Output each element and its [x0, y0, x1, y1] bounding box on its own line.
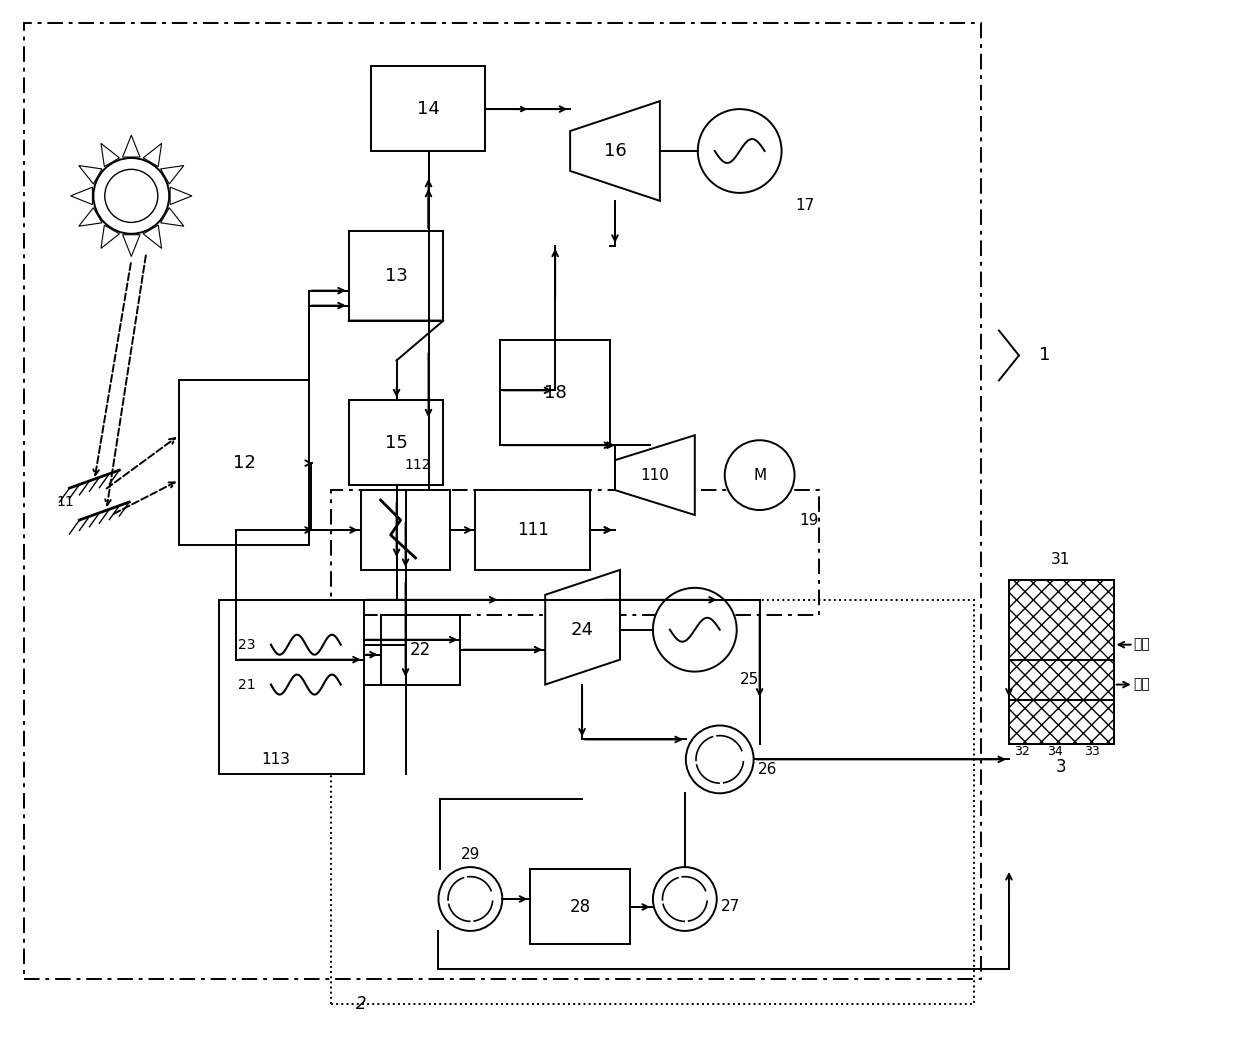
Text: 22: 22 — [410, 641, 431, 659]
Text: 17: 17 — [795, 199, 815, 213]
Text: 26: 26 — [757, 762, 777, 777]
Text: 25: 25 — [740, 672, 760, 687]
Polygon shape — [79, 166, 102, 184]
Bar — [331, 490, 819, 615]
Polygon shape — [170, 187, 192, 205]
Circle shape — [686, 725, 753, 794]
Text: 33: 33 — [1084, 745, 1099, 758]
Bar — [530, 869, 629, 944]
Bar — [361, 490, 451, 570]
Text: 113: 113 — [261, 751, 290, 767]
Text: 2: 2 — [356, 994, 367, 1013]
Text: 34: 34 — [1047, 745, 1063, 758]
Bar — [370, 66, 486, 151]
Polygon shape — [100, 143, 119, 166]
Bar — [331, 600, 974, 1004]
Polygon shape — [123, 234, 140, 256]
Text: 18: 18 — [544, 385, 566, 403]
Polygon shape — [123, 136, 140, 157]
Circle shape — [725, 440, 794, 510]
Text: 13: 13 — [385, 267, 408, 285]
Bar — [24, 23, 981, 978]
Circle shape — [105, 169, 157, 223]
Text: 15: 15 — [385, 434, 408, 452]
Circle shape — [439, 867, 502, 931]
Polygon shape — [545, 570, 620, 684]
Text: 27: 27 — [721, 900, 740, 914]
Text: 29: 29 — [461, 847, 479, 862]
Text: 19: 19 — [799, 513, 819, 528]
Circle shape — [93, 158, 170, 233]
Bar — [476, 490, 590, 570]
Polygon shape — [615, 435, 695, 515]
Polygon shape — [71, 187, 93, 205]
Bar — [348, 231, 444, 321]
Polygon shape — [161, 208, 183, 226]
Bar — [219, 600, 364, 775]
Circle shape — [653, 867, 716, 931]
Text: 111: 111 — [518, 521, 549, 539]
Text: 23: 23 — [238, 638, 256, 652]
Polygon shape — [79, 208, 102, 226]
Text: 16: 16 — [603, 142, 627, 160]
Bar — [1009, 580, 1114, 744]
Bar — [348, 400, 444, 486]
Text: 12: 12 — [233, 454, 255, 472]
Text: M: M — [753, 468, 766, 482]
Bar — [380, 615, 461, 684]
Text: 110: 110 — [641, 468, 669, 482]
Polygon shape — [161, 166, 183, 184]
Polygon shape — [144, 225, 161, 248]
Text: 21: 21 — [238, 678, 256, 692]
Bar — [501, 341, 610, 446]
Text: 11: 11 — [57, 495, 74, 509]
Bar — [1009, 580, 1114, 744]
Text: 24: 24 — [571, 621, 593, 639]
Circle shape — [653, 588, 737, 672]
Text: 14: 14 — [418, 100, 440, 118]
Text: 1: 1 — [1038, 347, 1051, 365]
Polygon shape — [144, 143, 161, 166]
Text: 31: 31 — [1051, 553, 1070, 568]
Polygon shape — [100, 225, 119, 248]
Text: 3: 3 — [1056, 759, 1066, 777]
Circle shape — [698, 109, 782, 193]
Polygon shape — [570, 101, 660, 201]
Bar — [180, 380, 309, 545]
Text: 32: 32 — [1014, 745, 1030, 758]
Text: 冷水: 冷水 — [1134, 678, 1150, 692]
Text: 28: 28 — [570, 898, 591, 916]
Text: 热水: 热水 — [1134, 638, 1150, 652]
Text: 112: 112 — [405, 458, 431, 472]
